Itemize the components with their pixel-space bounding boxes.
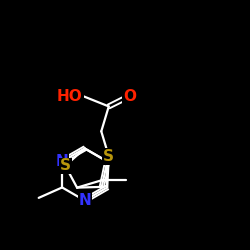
- Text: N: N: [78, 193, 91, 208]
- Text: N: N: [56, 154, 68, 169]
- Text: S: S: [60, 158, 71, 173]
- Text: HO: HO: [57, 88, 83, 104]
- Text: O: O: [123, 88, 136, 104]
- Text: S: S: [103, 149, 114, 164]
